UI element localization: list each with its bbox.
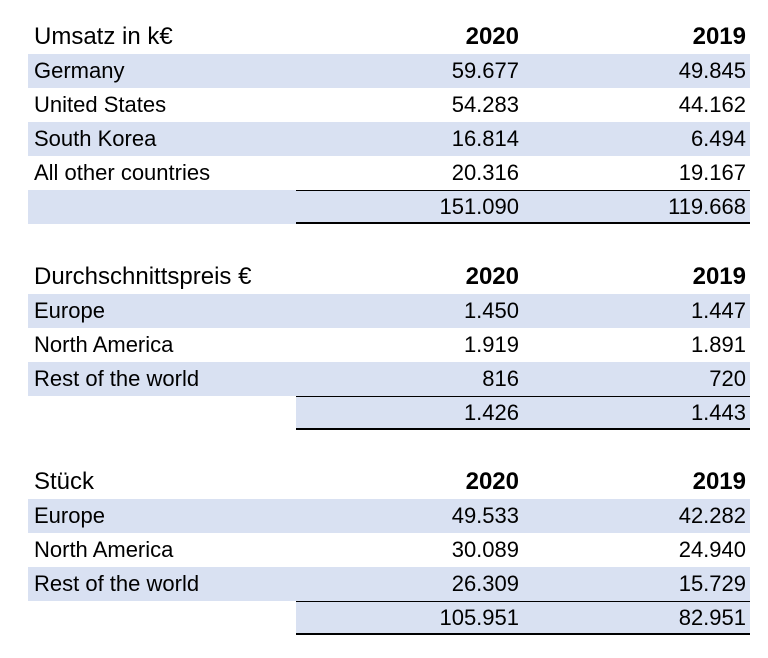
- total-bottom-rule: [296, 222, 750, 224]
- revenue-table: Umsatz in k€ 2020 2019 Germany 59.677 49…: [28, 20, 750, 224]
- table-row: Europe 1.450 1.447: [28, 294, 750, 328]
- total-top-rule: [296, 396, 750, 397]
- value-2019: 720: [709, 366, 746, 391]
- total-2019: 82.951: [678, 605, 746, 630]
- total-top-rule: [296, 601, 750, 602]
- table-row: Germany 59.677 49.845: [28, 54, 750, 88]
- value-2020: 59.677: [451, 58, 519, 83]
- table-header: Umsatz in k€ 2020 2019: [28, 20, 750, 54]
- table-row: Rest of the world 26.309 15.729: [28, 567, 750, 601]
- value-2019: 1.447: [690, 298, 746, 323]
- value-2020: 26.309: [451, 571, 519, 596]
- table-row: North America 1.919 1.891: [28, 328, 750, 362]
- table-row: All other countries 20.316 19.167: [28, 156, 750, 190]
- value-2019: 49.845: [678, 58, 746, 83]
- value-2019: 24.940: [678, 537, 746, 562]
- value-2019: 1.891: [690, 332, 746, 357]
- total-2019: 119.668: [668, 194, 746, 219]
- row-label: Germany: [34, 58, 125, 83]
- total-top-rule: [296, 190, 750, 191]
- table-header: Durchschnittspreis € 2020 2019: [28, 260, 750, 294]
- table-title: Durchschnittspreis €: [34, 263, 252, 290]
- value-2020: 30.089: [451, 537, 519, 562]
- table-title: Umsatz in k€: [34, 23, 173, 50]
- column-header-2020: 2020: [465, 23, 519, 50]
- table-row: North America 30.089 24.940: [28, 533, 750, 567]
- column-header-2020: 2020: [465, 468, 519, 495]
- column-header-2020: 2020: [465, 263, 519, 290]
- total-row: 1.426 1.443: [28, 396, 750, 430]
- row-label: Europe: [34, 298, 105, 323]
- row-label: North America: [34, 537, 174, 562]
- column-header-2019: 2019: [692, 23, 746, 50]
- value-2020: 1.450: [463, 298, 519, 323]
- table-row: South Korea 16.814 6.494: [28, 122, 750, 156]
- row-label: North America: [34, 332, 174, 357]
- table-row: United States 54.283 44.162: [28, 88, 750, 122]
- total-bottom-rule: [296, 633, 750, 635]
- value-2020: 1.919: [463, 332, 519, 357]
- table-title: Stück: [34, 468, 95, 495]
- table-row: Rest of the world 816 720: [28, 362, 750, 396]
- row-label: All other countries: [34, 160, 211, 185]
- average-price-table: Durchschnittspreis € 2020 2019 Europe 1.…: [28, 260, 750, 430]
- row-label: South Korea: [34, 126, 157, 151]
- table-row: Europe 49.533 42.282: [28, 499, 750, 533]
- row-label: Europe: [34, 503, 105, 528]
- total-row: 105.951 82.951: [28, 601, 750, 635]
- value-2020: 816: [482, 366, 519, 391]
- value-2019: 44.162: [678, 92, 746, 117]
- row-label: Rest of the world: [34, 366, 200, 391]
- value-2019: 6.494: [690, 126, 746, 151]
- total-2020: 105.951: [439, 605, 519, 630]
- value-2020: 20.316: [451, 160, 519, 185]
- total-2019: 1.443: [690, 400, 746, 425]
- column-header-2019: 2019: [692, 468, 746, 495]
- total-2020: 1.426: [463, 400, 519, 425]
- total-bottom-rule: [296, 428, 750, 430]
- value-2020: 16.814: [451, 126, 519, 151]
- row-label: Rest of the world: [34, 571, 200, 596]
- value-2020: 49.533: [451, 503, 519, 528]
- column-header-2019: 2019: [692, 263, 746, 290]
- value-2019: 19.167: [678, 160, 746, 185]
- total-2020: 151.090: [439, 194, 519, 219]
- value-2020: 54.283: [451, 92, 519, 117]
- total-row: 151.090 119.668: [28, 190, 750, 224]
- value-2019: 15.729: [678, 571, 746, 596]
- units-table: Stück 2020 2019 Europe 49.533 42.282 Nor…: [28, 465, 750, 635]
- table-header: Stück 2020 2019: [28, 465, 750, 499]
- row-label: United States: [34, 92, 167, 117]
- value-2019: 42.282: [678, 503, 746, 528]
